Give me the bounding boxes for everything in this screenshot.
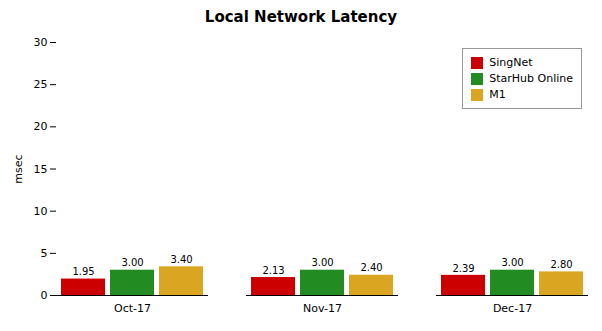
svg-text:5: 5	[41, 247, 48, 260]
svg-text:30: 30	[34, 36, 48, 49]
svg-text:25: 25	[34, 78, 48, 91]
svg-text:2.39: 2.39	[452, 263, 474, 274]
svg-text:2.40: 2.40	[360, 262, 382, 273]
html-text:SingNet: SingNet	[489, 56, 533, 69]
svg-text:20: 20	[34, 120, 48, 133]
svg-text:2.80: 2.80	[550, 259, 572, 270]
svg-text:Oct-17: Oct-17	[114, 302, 151, 315]
svg-text:2.13: 2.13	[262, 265, 284, 276]
svg-text:msec: msec	[12, 154, 25, 183]
svg-text:3.00: 3.00	[121, 257, 143, 268]
svg-text:3.00: 3.00	[501, 257, 523, 268]
svg-text:0: 0	[41, 289, 48, 302]
svg-text:10: 10	[34, 205, 48, 218]
svg-text:1.95: 1.95	[72, 266, 94, 277]
svg-text:Dec-17: Dec-17	[493, 302, 532, 315]
svg-text:Nov-17: Nov-17	[303, 302, 342, 315]
html-text:Local Network Latency: Local Network Latency	[204, 8, 398, 26]
html-text:StarHub Online: StarHub Online	[489, 72, 573, 85]
html-text:M1: M1	[489, 88, 506, 101]
svg-text:3.40: 3.40	[170, 254, 192, 265]
svg-text:15: 15	[34, 163, 48, 176]
svg-text:3.00: 3.00	[311, 257, 333, 268]
